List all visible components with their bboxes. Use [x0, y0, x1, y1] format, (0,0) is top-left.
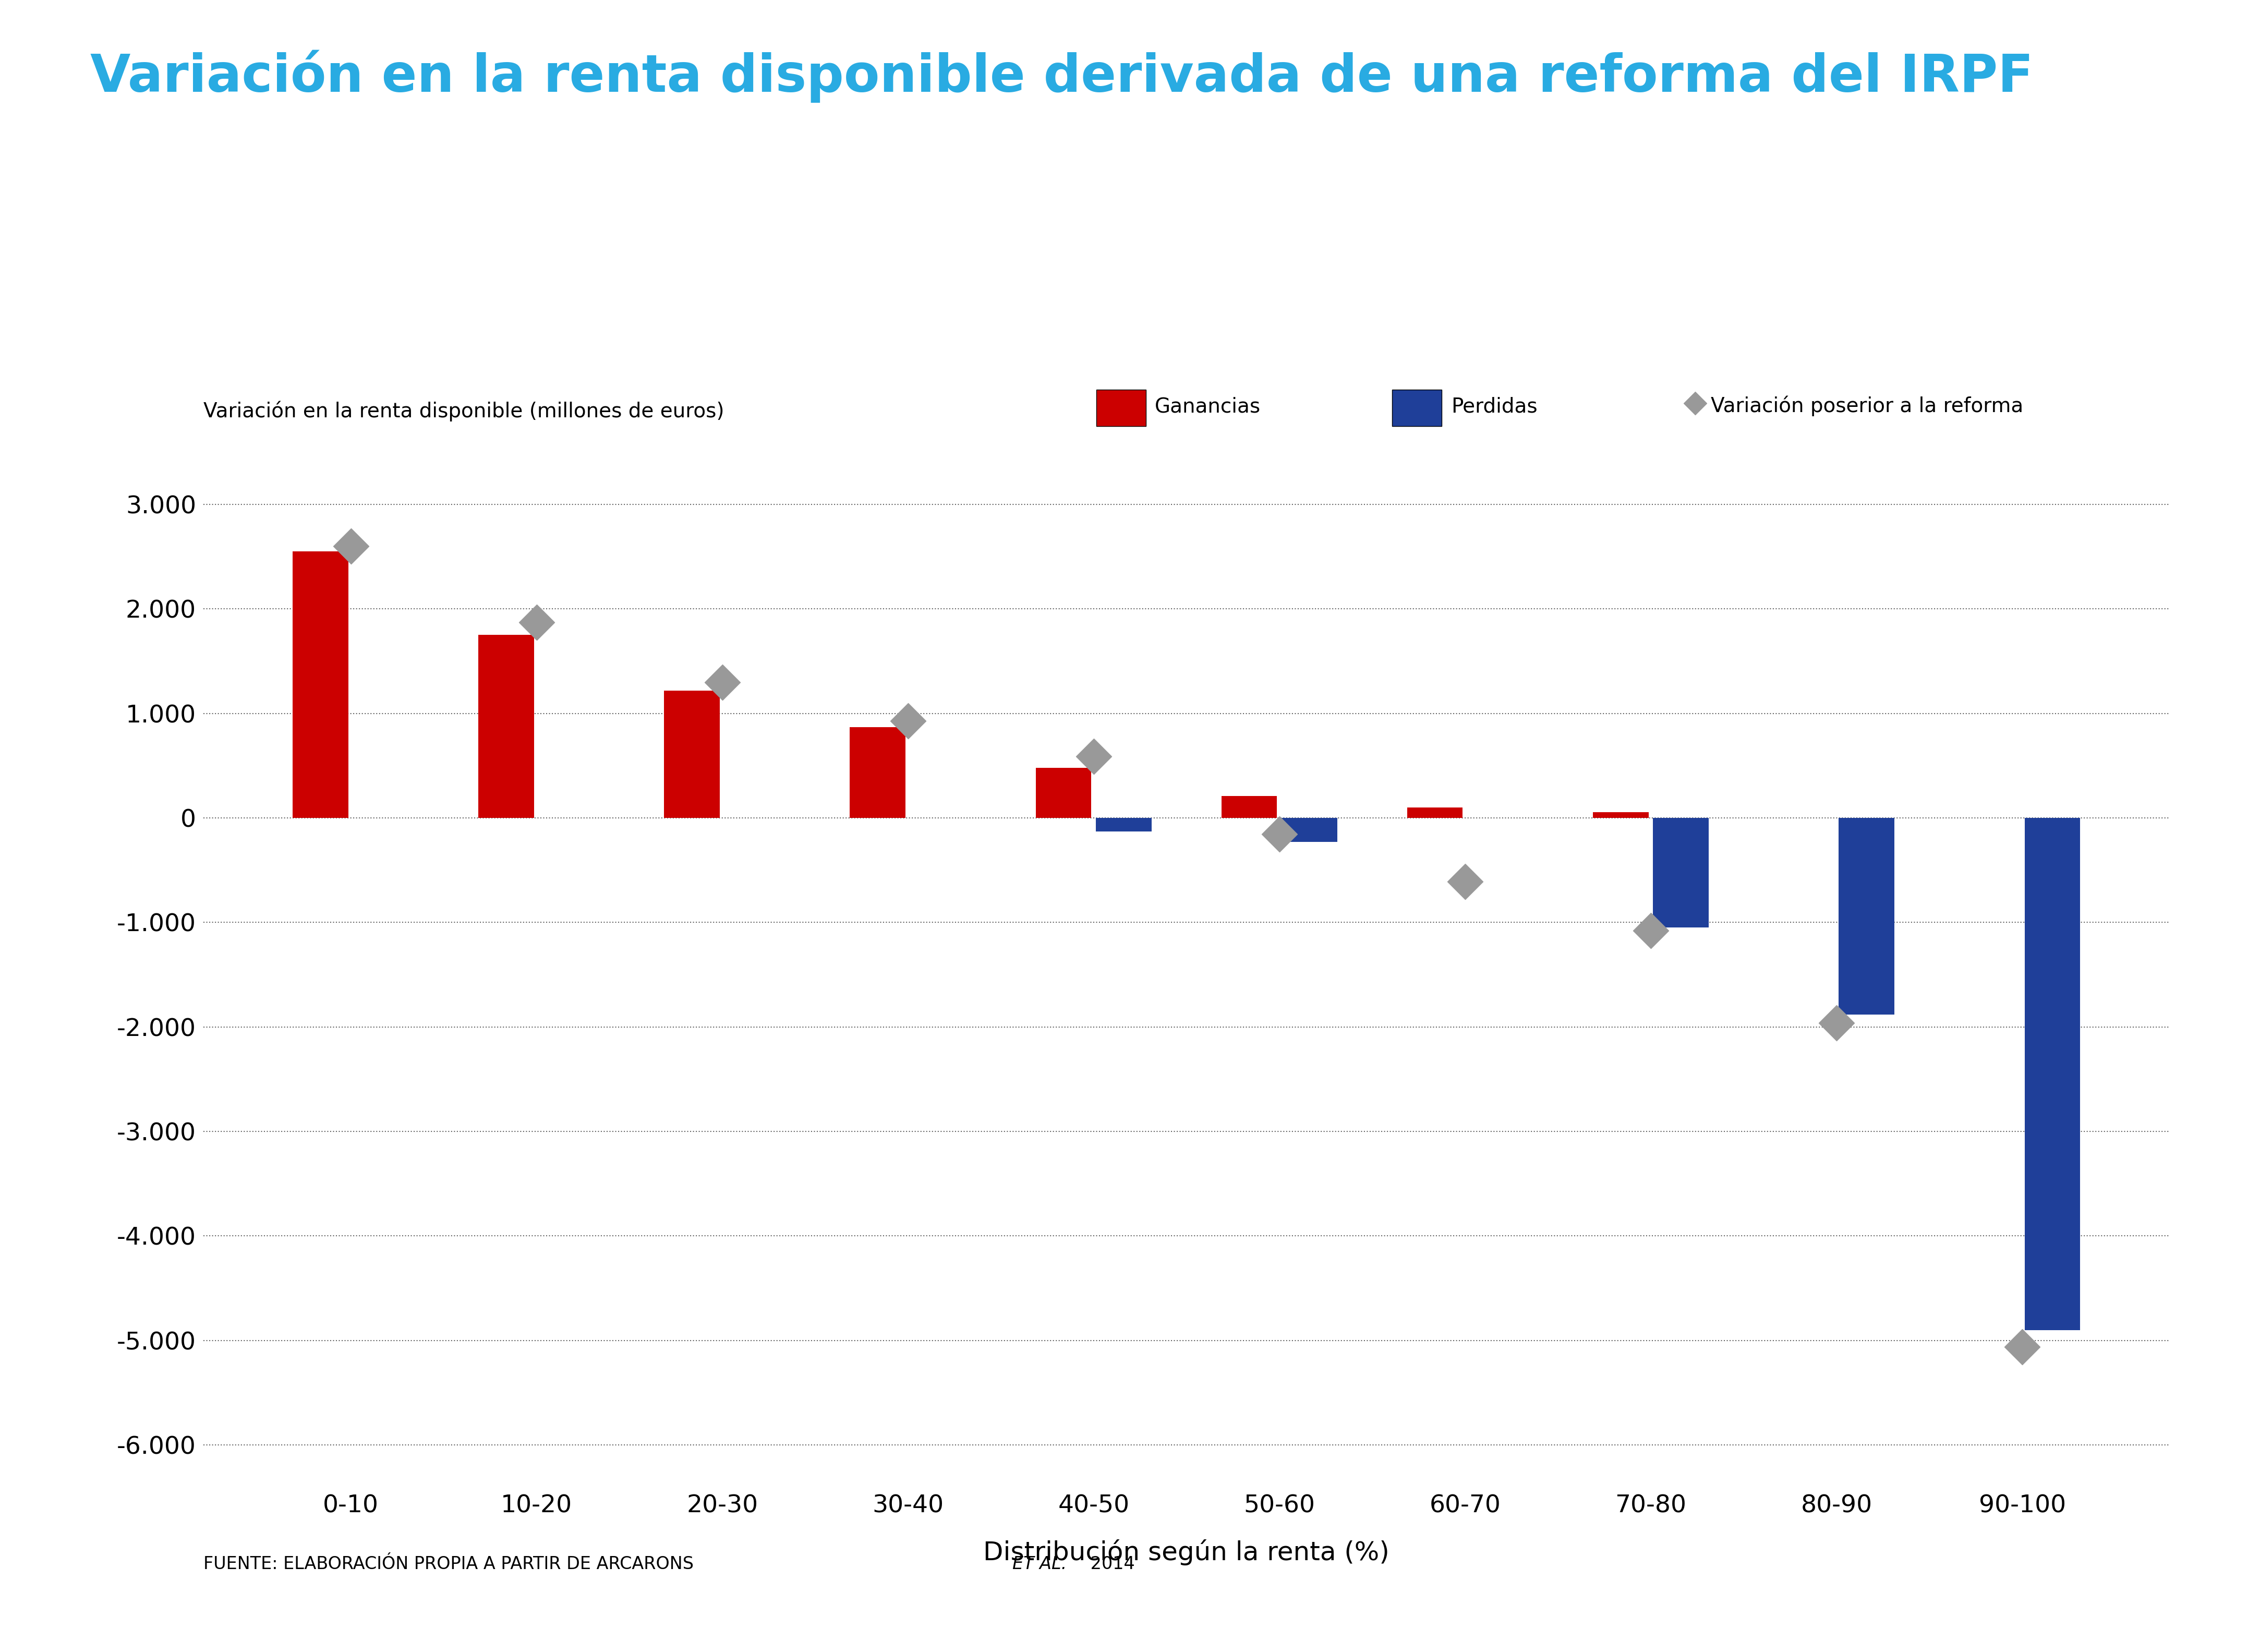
Bar: [1652, 818, 1709, 928]
Text: 2014: 2014: [1085, 1556, 1135, 1573]
Bar: [1035, 768, 1092, 818]
Bar: [850, 727, 906, 818]
Text: Variación poserior a la reforma: Variación poserior a la reforma: [1711, 396, 2023, 416]
Bar: [1593, 813, 1648, 818]
Bar: [1408, 808, 1462, 818]
Point: [1819, 1009, 1855, 1036]
Point: [1677, 390, 1713, 416]
Bar: [1840, 818, 1894, 1014]
Point: [1632, 917, 1668, 943]
Point: [1261, 821, 1297, 847]
Bar: [1096, 818, 1153, 831]
Point: [518, 610, 554, 636]
Point: [1076, 743, 1112, 770]
Bar: [664, 691, 721, 818]
Text: Perdidas: Perdidas: [1451, 396, 1537, 416]
Text: ET AL.: ET AL.: [1012, 1556, 1067, 1573]
Point: [705, 669, 741, 695]
Bar: [479, 634, 533, 818]
Text: Ganancias: Ganancias: [1155, 396, 1261, 416]
Bar: [1281, 818, 1338, 843]
Point: [890, 707, 927, 733]
Point: [332, 534, 368, 560]
Point: [1446, 869, 1483, 895]
Text: FUENTE: ELABORACIÓN PROPIA A PARTIR DE ARCARONS: FUENTE: ELABORACIÓN PROPIA A PARTIR DE A…: [203, 1556, 698, 1573]
Text: Variación en la renta disponible derivada de una reforma del IRPF: Variación en la renta disponible derivad…: [90, 50, 2034, 102]
Bar: [1220, 796, 1277, 818]
Point: [2005, 1333, 2041, 1360]
Text: Variación en la renta disponible (millones de euros): Variación en la renta disponible (millon…: [203, 401, 723, 421]
Bar: [2025, 818, 2079, 1330]
X-axis label: Distribución según la renta (%): Distribución según la renta (%): [983, 1540, 1390, 1566]
Bar: [294, 552, 348, 818]
